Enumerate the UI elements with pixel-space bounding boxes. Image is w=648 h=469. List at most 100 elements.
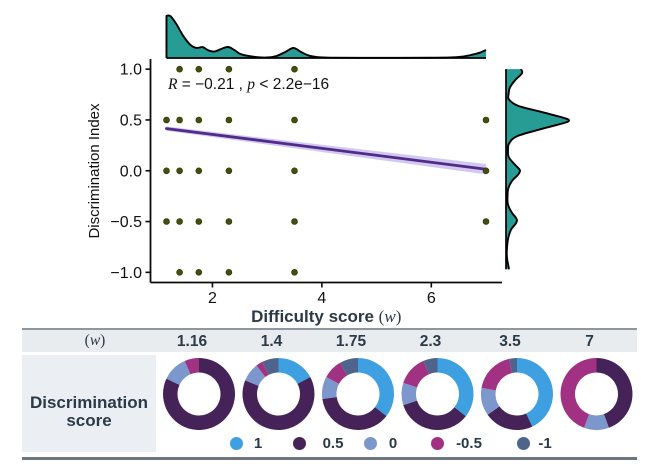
donut-7 — [560, 358, 633, 430]
header-col-5: 3.5 — [499, 332, 521, 350]
table-header-row — [22, 330, 637, 352]
legend-label-05: 0.5 — [322, 434, 344, 452]
header-col-6: 7 — [585, 332, 594, 350]
header-w-close: ) — [100, 331, 106, 349]
x-axis-title-open: ( — [379, 307, 385, 326]
scatter-point — [176, 167, 183, 175]
row-label-line2: score — [66, 410, 112, 430]
donut-slice — [322, 396, 387, 431]
y-tick-label: 0.5 — [120, 112, 142, 129]
scatter-point — [482, 218, 490, 225]
donut-slice — [560, 358, 597, 428]
scatter-point — [482, 167, 490, 175]
donut-slice — [481, 358, 513, 391]
x-tick-label: 6 — [427, 290, 436, 307]
x-axis-title-text: Difficulty score — [251, 307, 379, 326]
scatter-point — [176, 116, 183, 124]
annotation-p-symbol: p — [246, 76, 255, 93]
annotation-p-value: < 2.2e−16 — [255, 76, 329, 93]
row-label-cell — [22, 355, 156, 452]
x-axis-title-close: ) — [396, 307, 402, 326]
donut-slice — [358, 358, 395, 417]
header-col-4: 2.3 — [419, 332, 442, 350]
legend-dot-neg1 — [516, 436, 530, 450]
scatter-point — [225, 218, 233, 225]
donut-slice — [278, 358, 311, 384]
y-tick-label: 0.0 — [120, 163, 142, 180]
donut-slice — [403, 400, 466, 431]
donut-slice — [487, 406, 533, 430]
scatter-point — [291, 218, 298, 225]
legend-label-0: 0 — [388, 434, 398, 452]
header-col-2: 1.4 — [260, 332, 283, 350]
table-bottom-rule — [22, 457, 637, 460]
row-label: Discrimination score — [22, 394, 156, 429]
donut-slice — [256, 361, 269, 378]
donut-slice — [163, 358, 236, 430]
scatter-point — [163, 167, 170, 175]
correlation-annotation: R = −0.21 , p < 2.2e−16 — [167, 76, 329, 93]
right-density-curve — [505, 68, 570, 270]
scatter-point — [195, 268, 203, 276]
scatter-point — [163, 218, 170, 225]
x-tick-label: 2 — [208, 290, 217, 307]
donut-slice — [437, 358, 474, 417]
x-axis-title: Difficulty score (w) — [251, 307, 401, 326]
y-tick-label: 1.0 — [120, 62, 142, 79]
scatter-point — [291, 116, 298, 124]
regression-line — [165, 127, 488, 171]
donut-slice — [401, 382, 418, 406]
scatter-point — [225, 116, 233, 124]
scatter-point — [225, 65, 233, 73]
scatter-marginal-plot: 1.0 0.5 0.0 −0.5 −1.0 2 4 6 Discrimination Index… — [86, 14, 570, 326]
donut-3.5 — [481, 358, 553, 430]
donut-1.75 — [321, 358, 395, 431]
top-density-area — [166, 15, 487, 58]
legend-label-neg05: -0.5 — [456, 434, 482, 452]
scatter-point — [163, 116, 170, 124]
y-tick-label: −1.0 — [110, 265, 142, 282]
donut-charts — [163, 358, 633, 431]
scatter-point — [195, 116, 203, 124]
header-col-3: 1.75 — [335, 332, 367, 350]
scatter-point — [176, 65, 183, 73]
y-tick-label: −0.5 — [110, 214, 142, 231]
donut-1.16 — [163, 358, 236, 430]
legend-dot-0 — [363, 436, 377, 450]
donut-slice — [584, 414, 609, 430]
scatter-point — [291, 65, 298, 73]
scatter-point — [195, 65, 203, 73]
scatter-point — [482, 116, 490, 124]
legend-label-neg1: -1 — [538, 434, 552, 452]
scatter-point — [291, 268, 298, 276]
donut-slice — [340, 358, 358, 376]
row-label-line1: Discrimination — [29, 393, 149, 412]
donut-slice — [184, 358, 199, 375]
scatter-point — [176, 218, 183, 225]
donut-slice — [403, 360, 430, 388]
donut-slice — [166, 360, 191, 385]
header-col-1: 1.16 — [176, 332, 208, 350]
scatter-point — [225, 268, 233, 276]
legend-dot-neg05 — [430, 436, 444, 450]
annotation-r-symbol: R — [167, 76, 178, 93]
scatter-point — [176, 268, 183, 276]
donut-slice — [508, 358, 517, 374]
scatter-point — [195, 218, 203, 225]
x-tick-label: 4 — [317, 290, 326, 307]
donut-1.4 — [242, 358, 315, 431]
donut-slice — [326, 362, 348, 384]
header-w-symbol: (w) — [63, 332, 127, 350]
right-density-area — [506, 69, 569, 270]
donut-slice — [517, 358, 553, 427]
top-density-curve — [165, 14, 487, 59]
legend-dot-1 — [229, 436, 243, 450]
header-w-italic: w — [89, 331, 101, 349]
annotation-r-value: = −0.21 , — [177, 76, 247, 93]
legend-label-1: 1 — [253, 434, 263, 452]
donut-slice — [481, 387, 500, 415]
header-w-open: ( — [84, 331, 90, 349]
x-axis-title-math: w — [384, 307, 396, 326]
y-axis-title: Discrimination Index — [86, 103, 103, 239]
